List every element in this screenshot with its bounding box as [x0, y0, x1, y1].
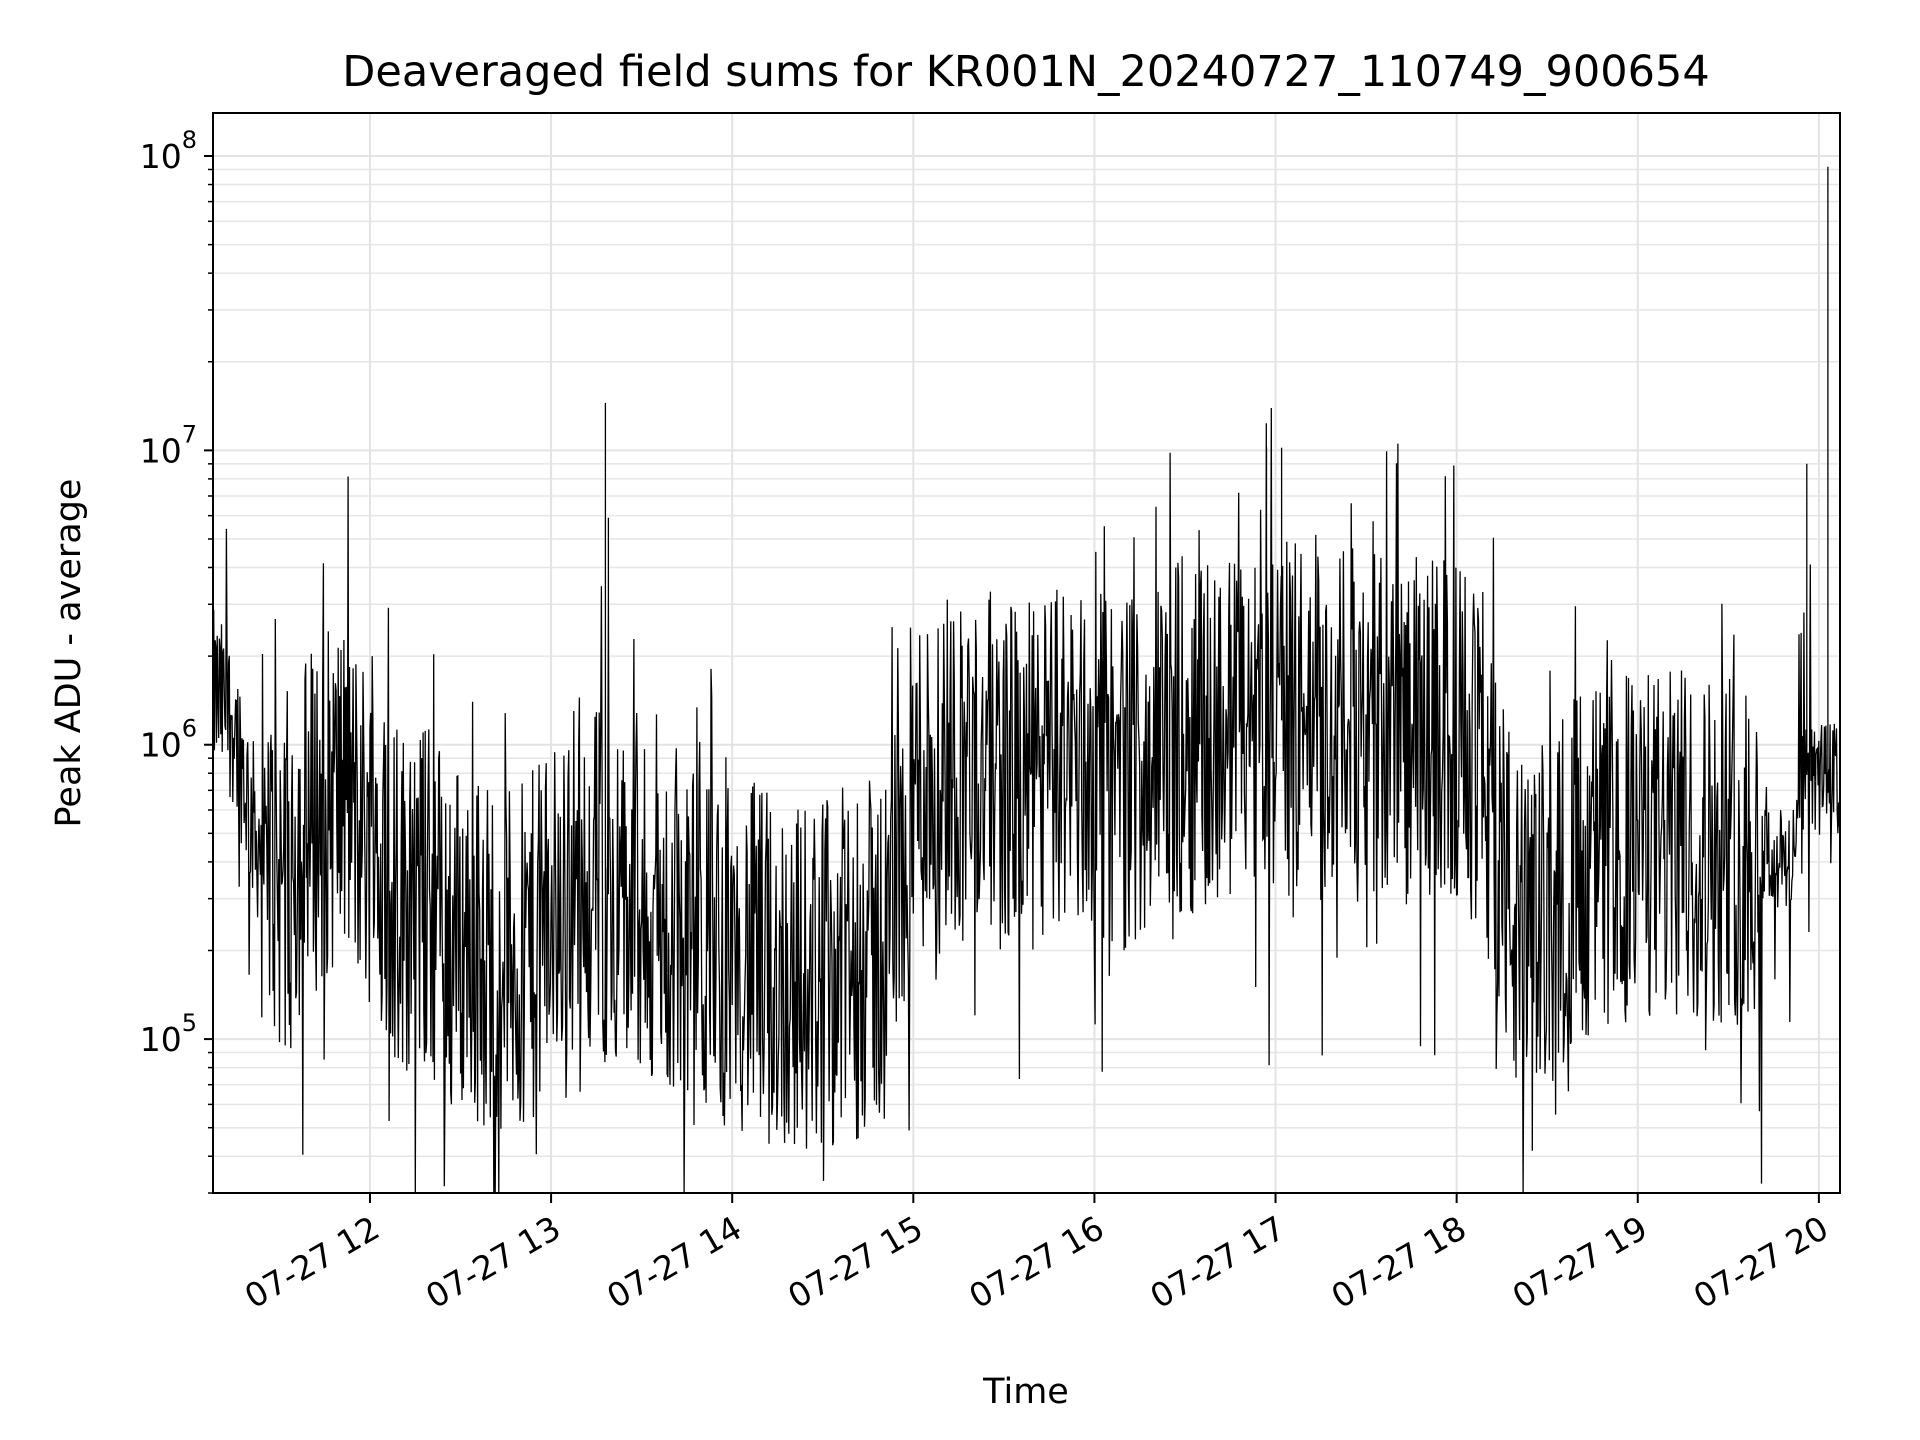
- y-ticks: 105 106 107 108: [140, 126, 213, 1194]
- x-tick-label: 07-27 12: [238, 1208, 386, 1316]
- x-tick-label: 07-27 17: [1144, 1208, 1292, 1316]
- x-axis-label: Time: [982, 1372, 1069, 1412]
- x-tick-label: 07-27 16: [962, 1208, 1110, 1316]
- y-tick-label: 106: [140, 715, 197, 765]
- y-tick-label: 108: [140, 126, 197, 176]
- x-ticks: 07-27 12 07-27 13 07-27 14 07-27 15 07-27 16…: [238, 1193, 1835, 1316]
- x-tick-label: 07-27 15: [781, 1208, 929, 1316]
- plot-frame: [212, 112, 1841, 1194]
- y-tick-label: 105: [140, 1009, 197, 1059]
- x-tick-label: 07-27 13: [419, 1208, 567, 1316]
- plot-area: [213, 113, 1840, 1193]
- chart-title: Deaveraged field sums for KR001N_2024072…: [342, 47, 1709, 97]
- x-tick-label: 07-27 14: [600, 1208, 748, 1316]
- series-line: [212, 166, 1841, 1194]
- x-tick-label: 07-27 19: [1506, 1208, 1654, 1316]
- x-tick-label: 07-27 18: [1325, 1208, 1473, 1316]
- y-axis-label: Peak ADU - average: [49, 479, 89, 828]
- y-tick-label: 107: [140, 420, 197, 470]
- x-tick-label: 07-27 20: [1687, 1208, 1835, 1316]
